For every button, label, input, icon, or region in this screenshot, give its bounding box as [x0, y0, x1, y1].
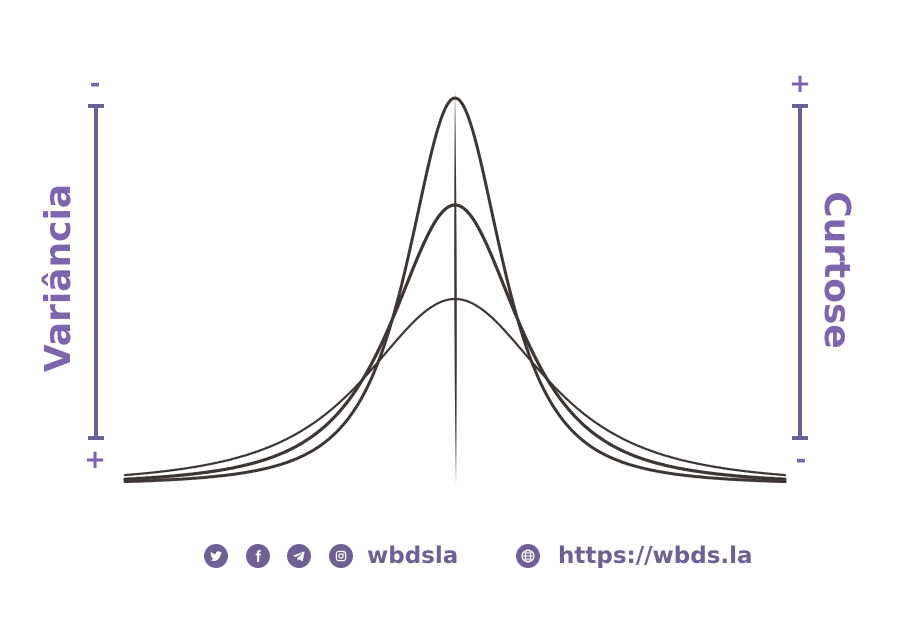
facebook-icon[interactable] — [246, 544, 270, 568]
website-url[interactable]: https://wbds.la — [558, 543, 753, 569]
telegram-icon[interactable] — [287, 544, 311, 568]
left-scale-bottom-sign: + — [84, 445, 106, 475]
kurtosis-label: Curtose — [816, 191, 857, 349]
footer: wbdsla https://wbds.la — [0, 536, 910, 576]
left-scale-top-sign: - — [90, 69, 101, 99]
twitter-icon[interactable] — [204, 544, 228, 568]
globe-icon[interactable] — [516, 544, 540, 568]
center-axis — [454, 88, 457, 486]
instagram-icon[interactable] — [329, 544, 353, 568]
right-scale: + - Curtose — [789, 69, 857, 475]
variance-label: Variância — [38, 184, 79, 372]
left-scale: - + Variância — [38, 69, 106, 475]
right-scale-top-sign: + — [789, 69, 811, 99]
social-handle[interactable]: wbdsla — [367, 543, 459, 569]
right-scale-bottom-sign: - — [796, 445, 807, 475]
